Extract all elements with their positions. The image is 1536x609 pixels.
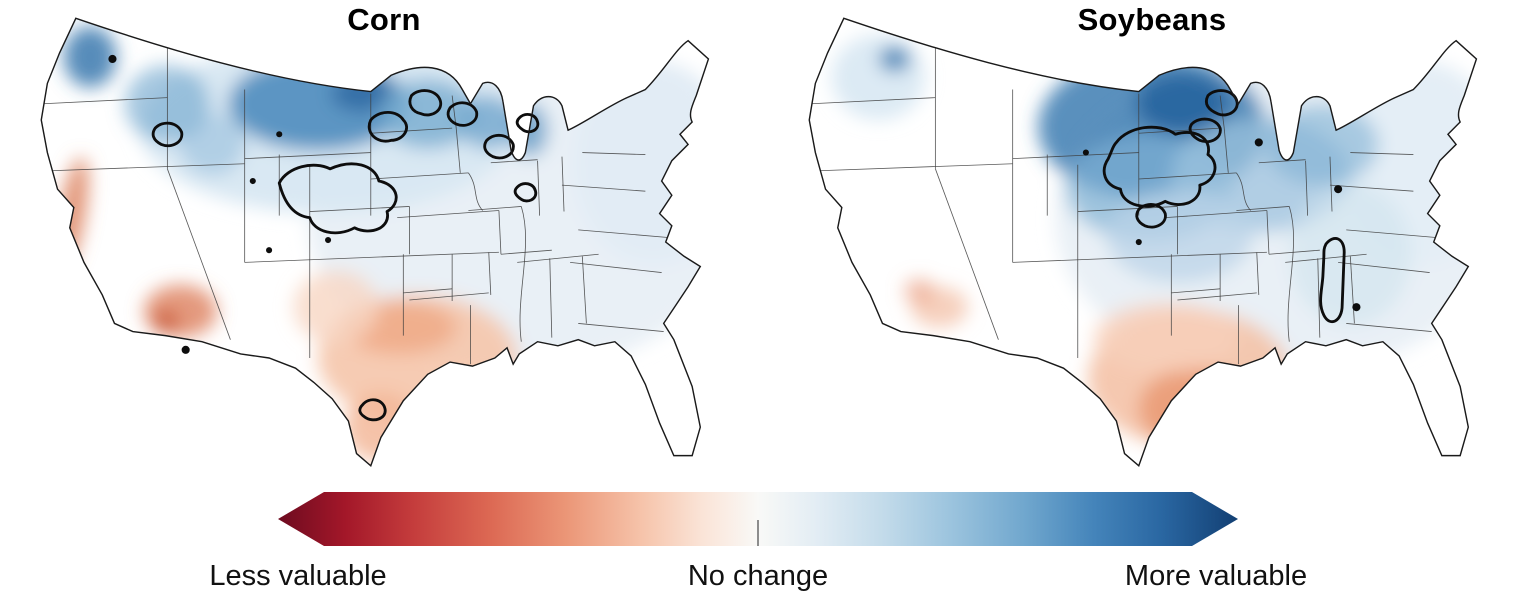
- corn-region-contours: [108, 54, 540, 422]
- soybeans-map-panel: Soybeans: [768, 0, 1536, 478]
- colorbar-label-no-change: No change: [687, 560, 829, 592]
- us-outline: [808, 17, 1478, 468]
- legend: Less valuable No change More valuable: [0, 478, 1536, 609]
- soybeans-region-contours: [1082, 89, 1361, 324]
- corn-map-title: Corn: [347, 2, 421, 37]
- colorbar: [278, 492, 1238, 546]
- corn-map-panel: Corn: [0, 0, 768, 478]
- soybeans-map: [808, 17, 1478, 468]
- colorbar-label-less-valuable: Less valuable: [209, 560, 387, 592]
- state-borders: [811, 44, 1442, 365]
- corn-map: [40, 17, 710, 468]
- colorbar-label-more-valuable: More valuable: [1124, 560, 1308, 592]
- colorbar-center-tick: [757, 520, 759, 546]
- us-outline: [40, 17, 710, 468]
- state-borders: [43, 44, 674, 365]
- maps-row: Corn: [0, 0, 1536, 478]
- colorbar-labels: Less valuable No change More valuable: [209, 560, 1307, 600]
- soybeans-map-title: Soybeans: [1077, 2, 1227, 37]
